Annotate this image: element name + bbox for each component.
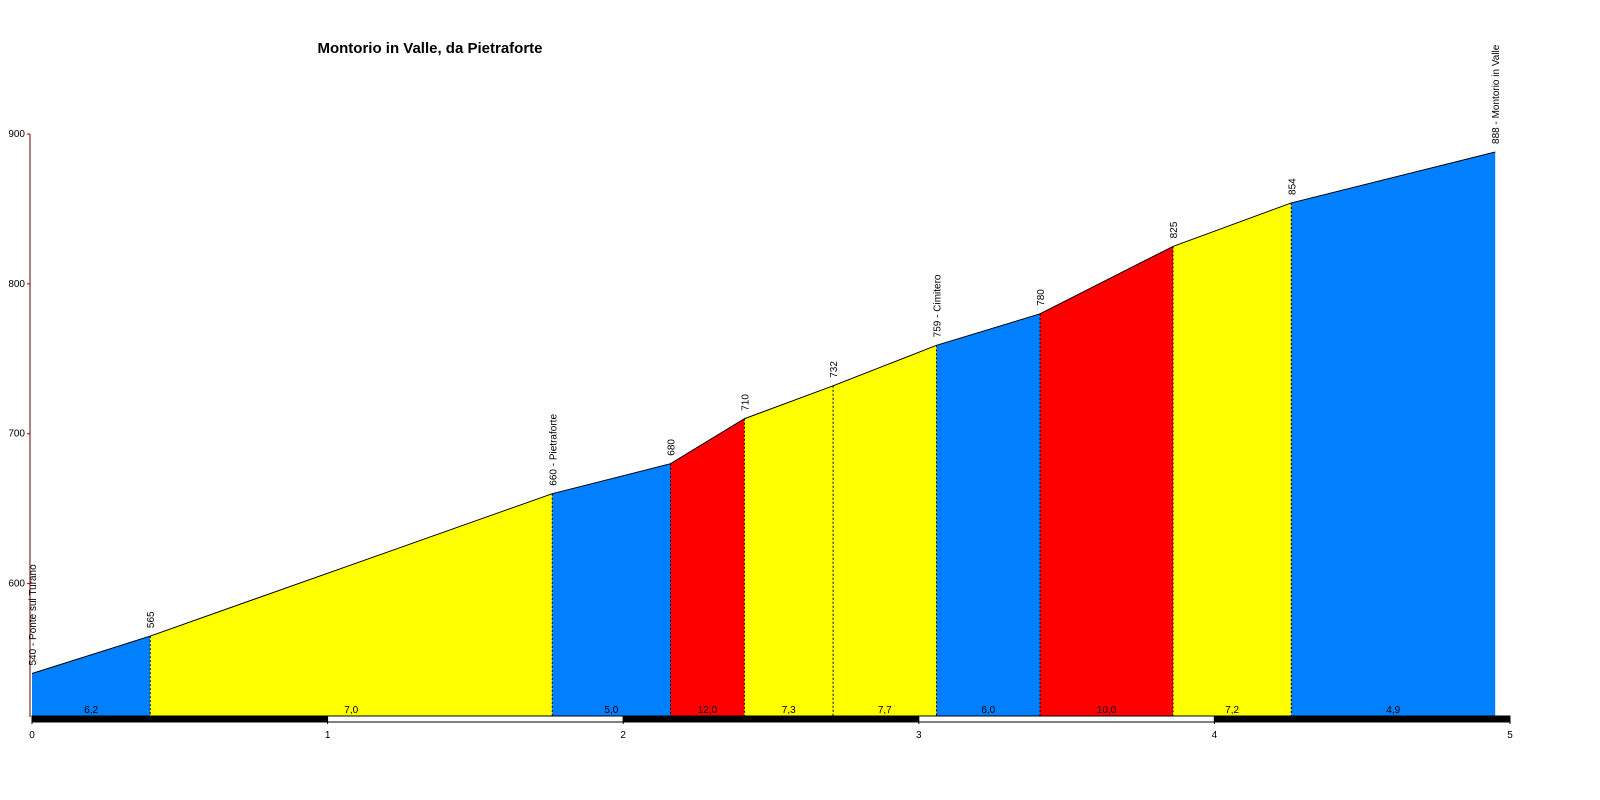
gradient-label: 5,0 [604,705,618,716]
gradient-label: 7,2 [1225,705,1239,716]
point-label: 680 [666,439,677,456]
x-tick-label: 1 [325,730,331,741]
point-label: 660 - Pietraforte [548,414,559,486]
point-label: 780 [1036,289,1047,306]
segment [552,463,671,717]
gradient-label: 10,0 [1097,705,1117,716]
gradient-label: 12,0 [698,705,718,716]
point-label: 825 [1169,221,1180,238]
km-bar [918,715,1215,723]
segment [32,636,151,717]
point-label: 565 [146,611,157,628]
gradient-label: 7,7 [878,705,892,716]
gradient-label: 7,3 [782,705,796,716]
segment [1039,246,1174,717]
x-tick-label: 0 [29,730,35,741]
profile-line [31,151,1496,675]
gradient-label: 6,2 [84,705,98,716]
segment [670,418,745,717]
km-bar [327,715,624,723]
point-label: 759 - Cimitero [933,274,944,337]
point-label: 888 - Montorio in Valle [1491,44,1502,144]
x-tick-label: 4 [1212,730,1218,741]
chart-title: Montorio in Valle, da Pietraforte [317,40,542,57]
gradient-label: 4,9 [1386,705,1400,716]
gradient-label: 6,0 [981,705,995,716]
gradient-label: 7,0 [344,705,358,716]
km-bar [1213,715,1511,723]
point-label: 710 [740,394,751,411]
segment [833,345,937,717]
point-label: 854 [1287,178,1298,195]
x-tick-label: 2 [620,730,626,741]
y-tick-label: 600 [8,579,25,590]
segment [150,493,553,717]
point-label: 732 [829,361,840,378]
segment [744,385,834,717]
segment [936,313,1040,717]
x-tick-label: 5 [1507,730,1513,741]
y-tick-label: 700 [8,429,25,440]
y-tick-label: 900 [8,129,25,140]
x-tick-label: 3 [916,730,922,741]
segment [1173,202,1292,718]
y-tick-label: 800 [8,279,25,290]
km-bar [622,715,920,723]
segment [1291,151,1496,718]
km-bar [31,715,329,723]
point-label: 540 - Ponte sul Turano [28,564,39,666]
